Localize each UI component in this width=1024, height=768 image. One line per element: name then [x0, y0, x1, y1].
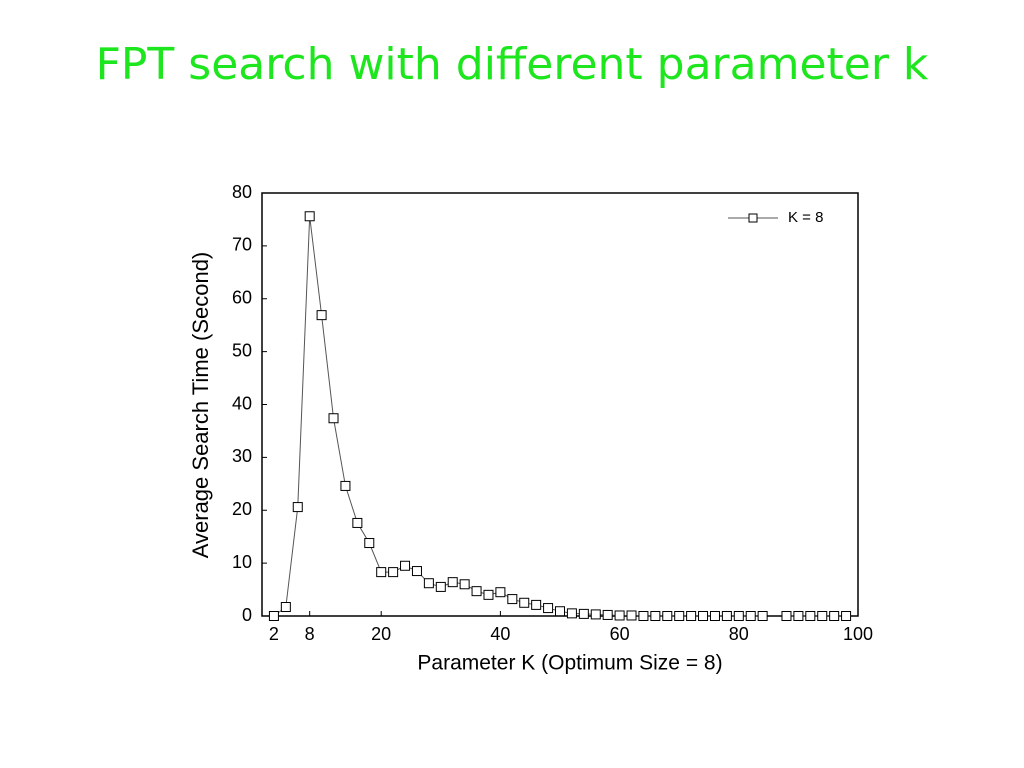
- point: [543, 603, 554, 614]
- point: [459, 579, 470, 590]
- y-tick-label: 70: [232, 235, 252, 255]
- plot-frame: [261, 192, 859, 617]
- point: [447, 577, 458, 588]
- point: [364, 538, 375, 549]
- point: [638, 611, 649, 621]
- point: [721, 611, 732, 621]
- point: [471, 586, 482, 597]
- point: [388, 567, 399, 578]
- y-tick-label: 40: [232, 393, 252, 413]
- point: [578, 608, 589, 619]
- x-axis-label: Parameter K (Optimum Size = 8): [417, 652, 722, 675]
- point: [650, 611, 661, 621]
- x-tick-label: 60: [610, 624, 630, 644]
- x-tick-label: 40: [490, 624, 510, 644]
- y-tick-label: 80: [232, 182, 252, 202]
- point: [280, 602, 291, 613]
- point: [602, 609, 613, 620]
- point: [745, 611, 756, 621]
- y-tick-label: 60: [232, 288, 252, 308]
- point: [400, 560, 411, 571]
- point: [662, 611, 673, 621]
- point: [531, 599, 542, 610]
- point: [757, 611, 768, 621]
- point: [781, 611, 792, 621]
- point: [483, 589, 494, 600]
- x-tick-label: 2: [269, 624, 279, 644]
- point: [590, 609, 601, 620]
- y-tick-label: 20: [232, 499, 252, 519]
- y-tick-label: 30: [232, 446, 252, 466]
- series-line: [273, 216, 847, 617]
- y-tick-label: 0: [242, 605, 252, 625]
- x-tick-label: 20: [371, 624, 391, 644]
- point: [423, 578, 434, 589]
- chart-title: FPT search with different parameter k: [95, 39, 929, 90]
- y-axis-label: Average Search Time (Second): [188, 252, 213, 559]
- point: [519, 597, 530, 608]
- y-tick-label: 50: [232, 340, 252, 360]
- point: [292, 502, 303, 513]
- point: [674, 611, 685, 621]
- x-tick-label: 80: [729, 624, 749, 644]
- legend-marker: [748, 213, 758, 223]
- legend-label: K = 8: [788, 209, 823, 226]
- point: [698, 611, 709, 621]
- x-tick-label: 8: [305, 624, 315, 644]
- point: [555, 606, 565, 617]
- point: [733, 611, 744, 621]
- point: [340, 480, 351, 491]
- point: [614, 610, 625, 621]
- point: [495, 587, 506, 598]
- point: [411, 566, 422, 577]
- point: [268, 611, 279, 621]
- point: [686, 611, 697, 621]
- point: [352, 517, 363, 528]
- point: [435, 581, 446, 592]
- point: [566, 608, 577, 619]
- point: [507, 594, 518, 605]
- point: [793, 611, 804, 621]
- point: [841, 611, 852, 621]
- point: [316, 310, 327, 321]
- point: [328, 413, 339, 424]
- point: [829, 611, 840, 621]
- point: [805, 611, 816, 621]
- x-tick-label: 100: [843, 624, 873, 644]
- point: [304, 211, 315, 222]
- point: [709, 611, 720, 621]
- y-tick-label: 10: [232, 552, 252, 572]
- point: [817, 611, 828, 621]
- point: [376, 567, 387, 578]
- point: [626, 610, 637, 621]
